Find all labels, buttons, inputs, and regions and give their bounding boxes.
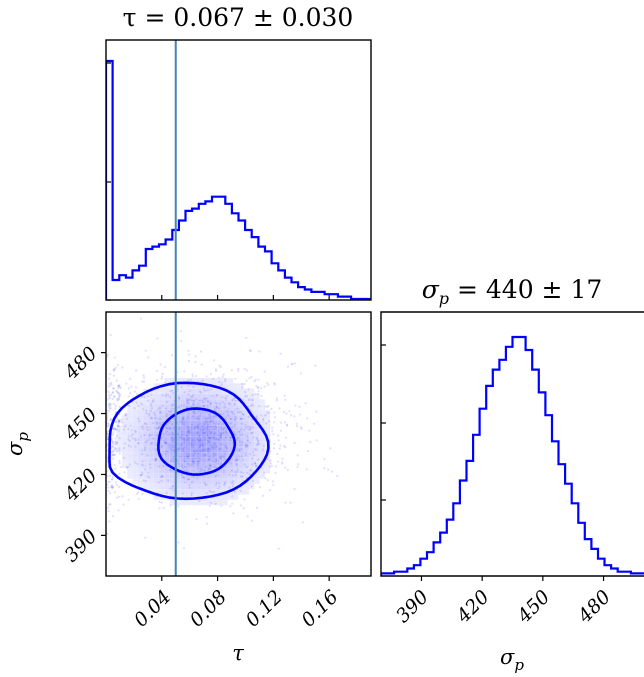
tau-histogram-ticks xyxy=(106,62,330,301)
sigma-histogram-frame xyxy=(380,311,644,577)
joint-x-tick-label-2: 0.12 xyxy=(241,586,286,631)
joint-frame xyxy=(105,311,372,577)
joint-x-tick-label-0: 0.04 xyxy=(130,586,175,631)
joint-y-tick-label-1: 420 xyxy=(60,464,102,506)
sigma-hist-x-tick-label-3: 480 xyxy=(573,586,615,628)
joint-y-tick-label-0: 390 xyxy=(60,525,101,566)
tau-histogram-frame xyxy=(105,39,372,301)
sigma-histogram-ticks: 390 420 450 480 xyxy=(381,344,615,628)
tau-panel-title: τ = 0.067 ± 0.030 xyxy=(123,3,354,32)
sigma-hist-x-tick-label-2: 450 xyxy=(512,586,554,628)
joint-y-tick-label-3: 480 xyxy=(60,343,102,385)
sigma-y-axis-label: σp xyxy=(3,432,32,456)
sigma-panel-title: σp = 440 ± 17 xyxy=(422,275,603,308)
sigma-axis-label: σp xyxy=(500,645,524,674)
joint-x-tick-label-1: 0.08 xyxy=(186,586,231,631)
tau-histogram-line xyxy=(106,59,371,300)
joint-y-tick-label-2: 450 xyxy=(60,404,102,446)
sigma-histogram-line xyxy=(381,335,644,576)
contour-outer xyxy=(108,381,270,501)
joint-x-tick-label-3: 0.16 xyxy=(297,586,342,631)
sigma-hist-x-tick-label-0: 390 xyxy=(392,586,433,627)
joint-density-grid xyxy=(116,377,271,506)
sigma-hist-x-tick-label-1: 420 xyxy=(452,586,494,628)
sigma-histogram-panel: 390 420 450 480 xyxy=(380,311,644,628)
contour-inner xyxy=(157,407,236,476)
joint-panel: 0.04 0.08 0.12 0.16 390 420 450 480 xyxy=(60,311,372,631)
tau-axis-label: τ xyxy=(232,641,244,665)
tau-histogram-panel xyxy=(105,39,372,301)
